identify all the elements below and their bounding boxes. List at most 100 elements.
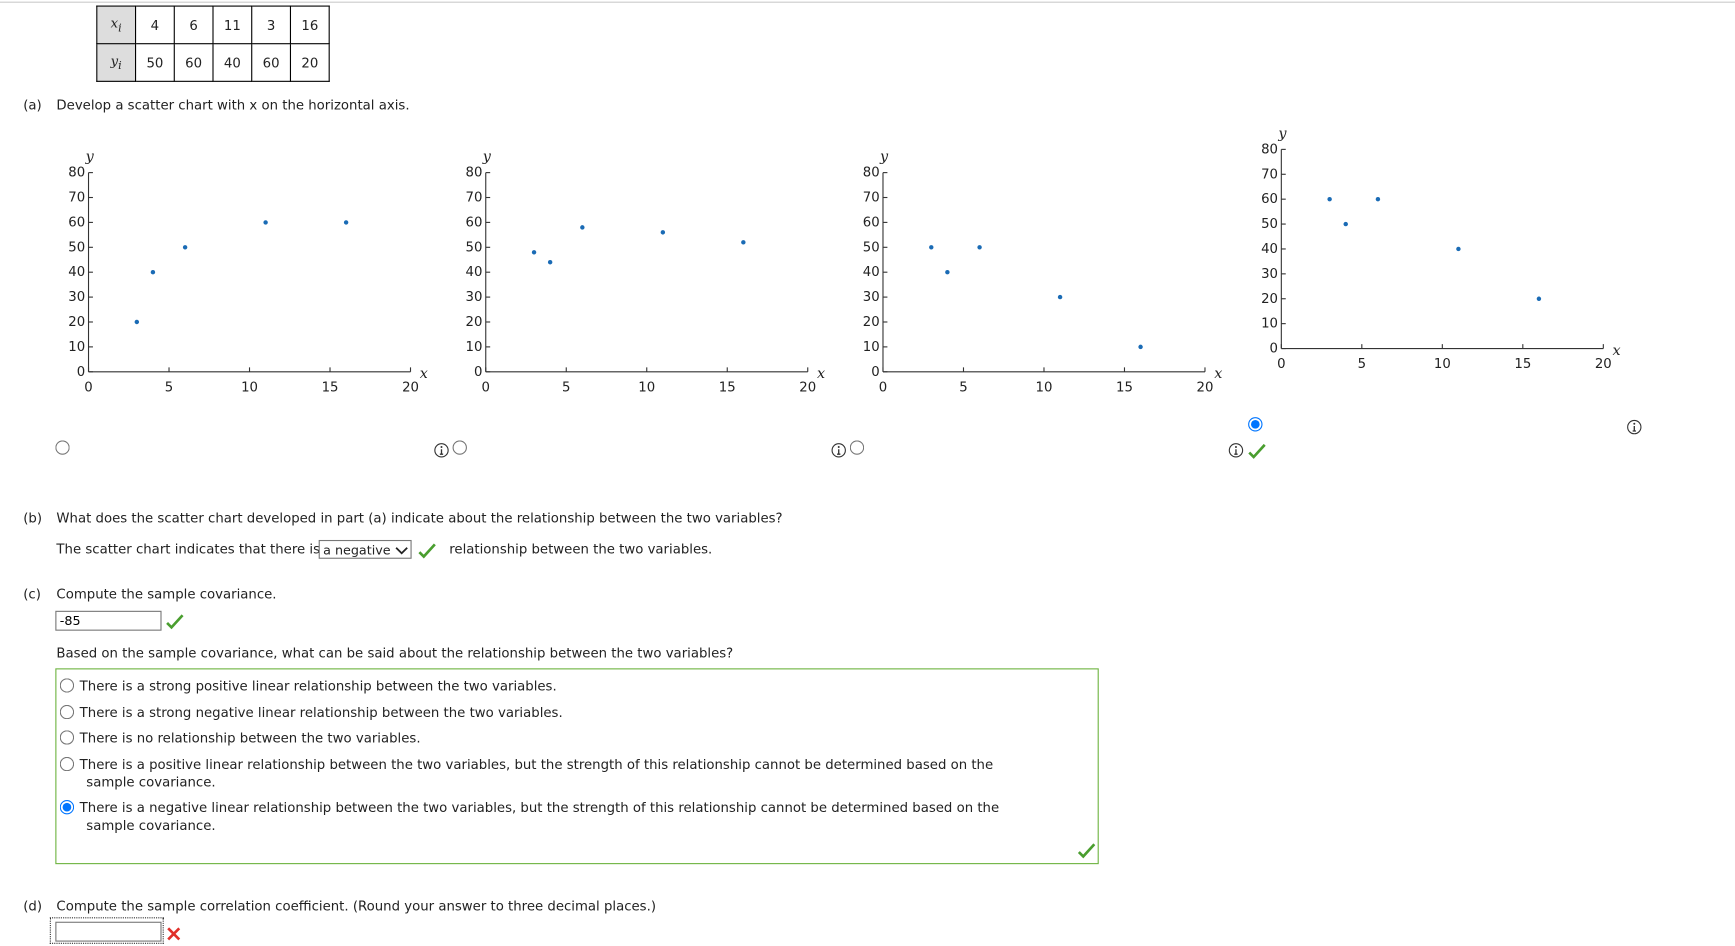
y-tick-label: 80 <box>1261 142 1278 157</box>
check <box>418 543 436 559</box>
row-header: xi <box>96 5 137 45</box>
y-tick-label: 40 <box>466 265 483 280</box>
option-radio[interactable] <box>59 799 75 815</box>
part-label: (d) <box>23 898 43 914</box>
info-circle <box>1627 419 1642 435</box>
chart-choice[interactable] <box>849 440 865 455</box>
x-tick-label: 15 <box>1116 380 1133 395</box>
point <box>1138 344 1143 350</box>
x-tick-label: 15 <box>322 380 339 395</box>
table-cell: 16 <box>289 5 330 45</box>
x-tick-label: 0 <box>482 380 490 395</box>
y-tick-label: 60 <box>466 215 483 230</box>
point <box>1456 246 1461 252</box>
point <box>1327 196 1332 202</box>
option-radio[interactable] <box>59 756 75 772</box>
option-radio[interactable] <box>59 730 75 745</box>
info-icon[interactable] <box>434 443 449 458</box>
y-tick-label: 80 <box>466 166 483 181</box>
y-tick-label: 70 <box>68 191 85 206</box>
y-tick-label: 50 <box>1261 217 1278 232</box>
table-cell: 6 <box>173 5 214 45</box>
info-circle <box>1228 443 1244 458</box>
y-tick-label: 80 <box>68 166 85 181</box>
info-dot <box>837 446 840 449</box>
y-tick-label: 30 <box>466 290 483 305</box>
point <box>977 245 982 250</box>
option-text: There is a positive linear relationship … <box>79 756 994 791</box>
info-glyph <box>1234 449 1238 455</box>
y-tick-label: 0 <box>77 365 85 380</box>
x-tick-label: 5 <box>165 380 173 395</box>
covariance-input[interactable] <box>55 610 162 631</box>
y-tick-label: 20 <box>68 315 85 330</box>
y-axis-label: y <box>1277 126 1287 142</box>
info-icon[interactable] <box>1228 443 1244 458</box>
info-dot <box>1234 446 1237 449</box>
option-radio[interactable] <box>59 704 75 720</box>
x-tick-label: 5 <box>1358 357 1366 372</box>
info-icon[interactable] <box>831 443 846 458</box>
point <box>134 319 140 325</box>
option-text: There is a strong negative linear relati… <box>79 704 563 721</box>
table-cell: 50 <box>134 43 175 82</box>
y-tick-label: 80 <box>863 166 880 181</box>
y-tick-label: 10 <box>863 340 880 355</box>
option: There is a strong negative linear relati… <box>59 704 1034 722</box>
y-axis-label: y <box>879 149 889 165</box>
wrong-mark <box>167 927 181 941</box>
table-cell: 3 <box>251 5 292 45</box>
point <box>1343 221 1348 227</box>
chart-choice[interactable] <box>452 440 467 455</box>
info-dot <box>1633 422 1636 425</box>
y-tick-label: 60 <box>68 215 85 230</box>
point <box>580 225 585 230</box>
x-tick-label: 10 <box>1036 380 1053 395</box>
x-tick-label: 20 <box>1197 380 1214 395</box>
part-label: (a) <box>23 97 42 113</box>
option: There is no relationship between the two… <box>59 729 1034 747</box>
y-tick-label: 10 <box>1261 317 1278 332</box>
chart-choice[interactable] <box>1248 417 1263 432</box>
y-tick-label: 10 <box>68 340 85 355</box>
option: There is a strong positive linear relati… <box>59 677 1034 695</box>
question: Based on the sample covariance, what can… <box>56 645 734 661</box>
table-cell: 40 <box>212 43 253 82</box>
options-box: There is a strong positive linear relati… <box>55 668 1099 865</box>
correlation-input[interactable] <box>55 921 162 942</box>
point <box>1375 196 1381 202</box>
check <box>166 614 184 630</box>
x-axis-label: x <box>1214 366 1222 382</box>
y-tick-label: 70 <box>1261 167 1278 182</box>
row-sub: i <box>118 22 122 35</box>
table-cell: 11 <box>212 5 253 45</box>
y-tick-label: 20 <box>1261 292 1278 307</box>
info-glyph <box>439 449 444 455</box>
option-text: There is no relationship between the two… <box>79 730 421 746</box>
answer-select[interactable]: a negative <box>318 539 412 559</box>
info-circle <box>434 443 449 458</box>
point <box>1536 296 1542 301</box>
chevron <box>395 547 408 555</box>
x-tick-label: 20 <box>799 380 816 395</box>
point <box>182 245 188 250</box>
x-axis-label: x <box>817 366 825 382</box>
question: Develop a scatter chart with x on the ho… <box>56 97 410 113</box>
y-tick-label: 50 <box>466 240 483 255</box>
y-tick-label: 40 <box>68 265 85 280</box>
point <box>150 269 156 275</box>
y-tick-label: 30 <box>1261 267 1278 282</box>
point <box>945 269 950 275</box>
y-tick-label: 60 <box>863 215 880 230</box>
info-icon[interactable] <box>1627 419 1642 435</box>
focus-ring <box>49 917 164 944</box>
option-radio[interactable] <box>59 678 75 693</box>
point <box>660 230 666 235</box>
x-tick-label: 0 <box>1277 357 1285 372</box>
chart-choice[interactable] <box>55 440 70 455</box>
info-circle <box>831 443 846 458</box>
question: Compute the sample correlation coefficie… <box>56 898 657 914</box>
